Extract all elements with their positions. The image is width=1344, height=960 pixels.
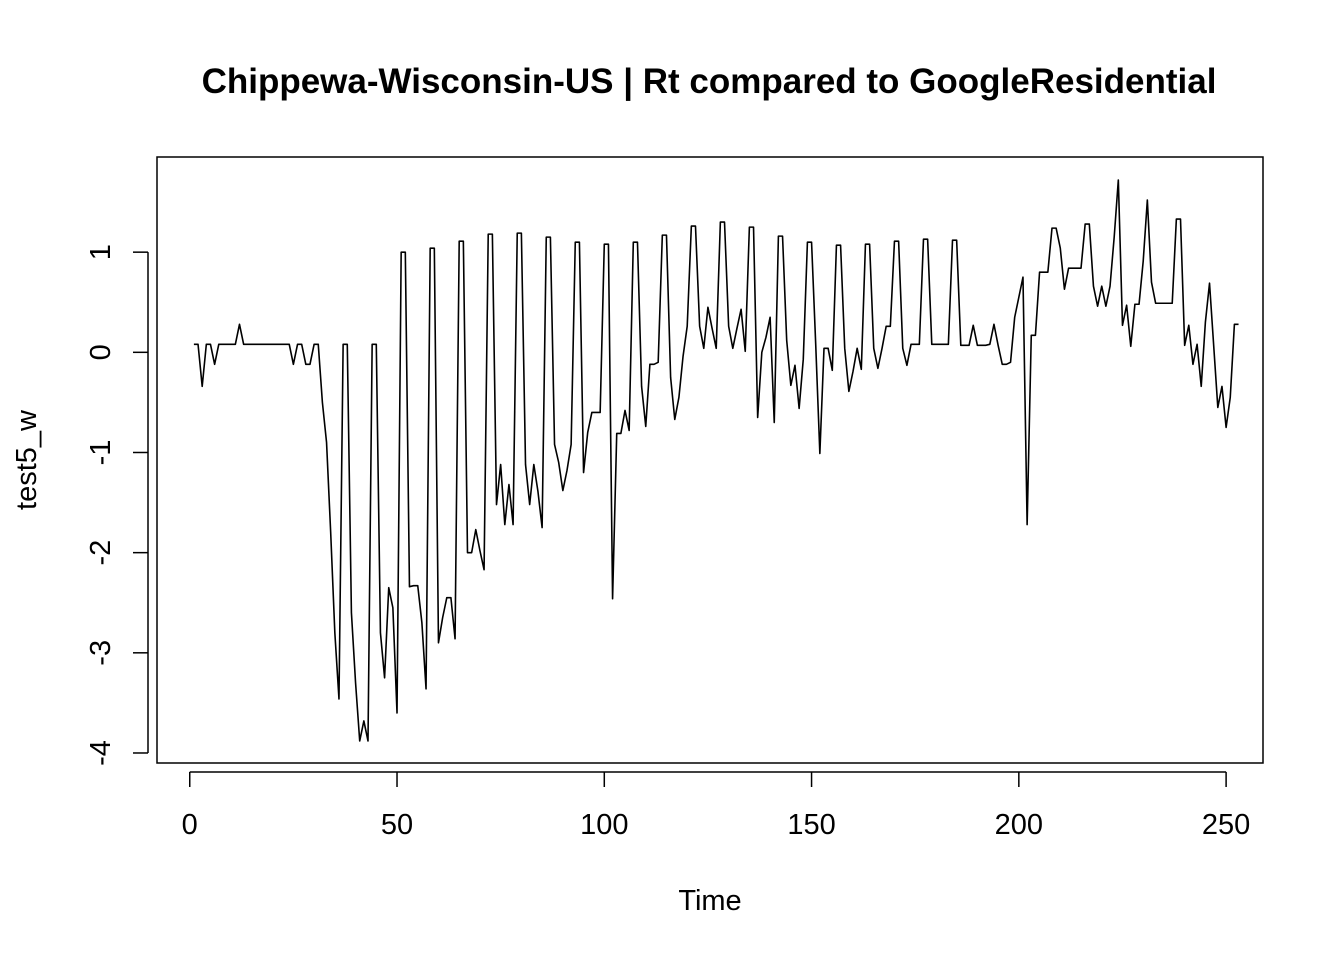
x-tick-label: 250 xyxy=(1202,809,1250,841)
x-tick-label: 200 xyxy=(995,809,1043,841)
y-tick-label: -4 xyxy=(85,740,117,766)
x-tick-label: 0 xyxy=(182,809,198,841)
x-tick-label: 50 xyxy=(381,809,413,841)
y-axis: -4 -3 -2 -1 0 1 xyxy=(85,244,148,766)
y-tick-label: 0 xyxy=(85,344,117,360)
y-tick-label: -1 xyxy=(85,440,117,466)
x-tick-label: 150 xyxy=(787,809,835,841)
y-tick-label: 1 xyxy=(85,244,117,260)
x-axis: 0 50 100 150 200 250 xyxy=(182,772,1251,841)
y-axis-label: test5_w xyxy=(11,409,43,510)
x-tick-label: 100 xyxy=(580,809,628,841)
chart-title: Chippewa-Wisconsin-US | Rt compared to G… xyxy=(202,62,1217,101)
y-tick-label: -3 xyxy=(85,640,117,666)
series-line xyxy=(194,180,1239,741)
y-tick-label: -2 xyxy=(85,540,117,566)
plot-frame xyxy=(157,157,1263,763)
x-axis-label: Time xyxy=(678,885,741,917)
series-group xyxy=(194,180,1239,741)
